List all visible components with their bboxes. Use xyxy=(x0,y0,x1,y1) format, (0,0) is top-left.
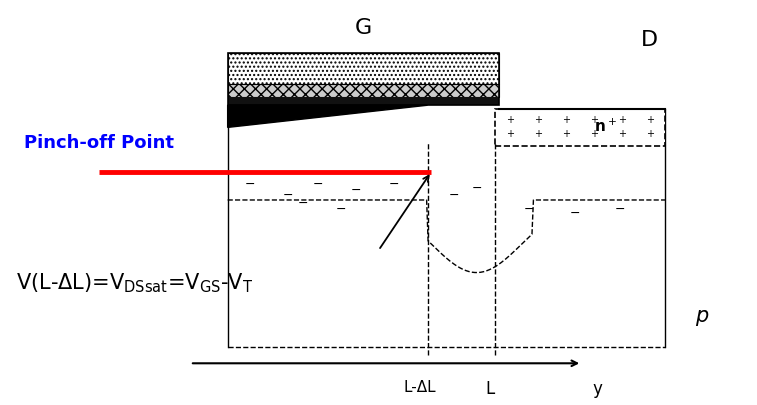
Text: −: − xyxy=(472,182,481,195)
Text: −: − xyxy=(388,178,399,191)
Text: −: − xyxy=(524,202,534,215)
Text: +: + xyxy=(562,115,570,125)
Bar xyxy=(495,110,665,146)
Text: −: − xyxy=(350,184,361,197)
Text: −: − xyxy=(569,206,580,219)
Text: n$^+$: n$^+$ xyxy=(594,117,617,135)
Text: +: + xyxy=(534,115,543,125)
Bar xyxy=(228,98,499,106)
Text: −: − xyxy=(298,196,308,209)
Text: +: + xyxy=(590,115,598,125)
Text: +: + xyxy=(506,128,515,139)
Text: +: + xyxy=(534,128,543,139)
Text: y: y xyxy=(592,379,602,397)
Text: +: + xyxy=(618,115,626,125)
Text: L-ΔL: L-ΔL xyxy=(403,379,436,394)
Text: +: + xyxy=(562,128,570,139)
Text: −: − xyxy=(245,178,256,191)
Bar xyxy=(228,54,499,85)
Text: +: + xyxy=(646,128,654,139)
Text: p: p xyxy=(695,305,709,325)
Text: +: + xyxy=(590,128,598,139)
Text: V(L-$\Delta$L)=V$_{\mathregular{DSsat}}$=V$_{\mathregular{GS}}$-V$_{\mathregular: V(L-$\Delta$L)=V$_{\mathregular{DSsat}}$… xyxy=(17,271,254,295)
Text: L: L xyxy=(485,379,495,397)
Text: +: + xyxy=(646,115,654,125)
Text: +: + xyxy=(506,115,515,125)
Text: +: + xyxy=(618,128,626,139)
Text: −: − xyxy=(449,188,459,201)
Text: −: − xyxy=(335,202,346,215)
Text: D: D xyxy=(640,30,658,50)
Text: G: G xyxy=(355,18,372,38)
Text: −: − xyxy=(313,178,323,191)
Text: Pinch-off Point: Pinch-off Point xyxy=(24,133,174,151)
Text: −: − xyxy=(283,188,293,201)
Bar xyxy=(228,85,499,98)
Polygon shape xyxy=(228,106,428,128)
Bar xyxy=(228,54,499,106)
Text: −: − xyxy=(615,202,625,215)
